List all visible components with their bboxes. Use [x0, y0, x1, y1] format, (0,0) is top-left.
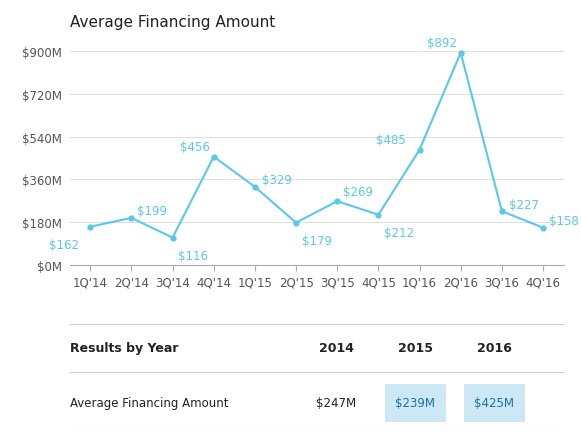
Text: $892: $892 — [426, 37, 457, 50]
Text: 2014: 2014 — [319, 341, 354, 354]
Text: $425M: $425M — [475, 396, 514, 410]
Text: 2016: 2016 — [477, 341, 512, 354]
Text: $116: $116 — [178, 250, 208, 263]
Text: $456: $456 — [180, 141, 210, 154]
Text: Average Financing Amount: Average Financing Amount — [70, 15, 275, 30]
FancyBboxPatch shape — [464, 384, 525, 422]
Text: $227: $227 — [509, 198, 539, 211]
Text: $329: $329 — [262, 174, 292, 187]
Text: $212: $212 — [384, 227, 414, 240]
Text: $179: $179 — [302, 235, 332, 247]
Text: Average Financing Amount: Average Financing Amount — [70, 396, 228, 410]
Text: 2015: 2015 — [398, 341, 433, 354]
Text: $158: $158 — [548, 215, 578, 228]
Text: Results by Year: Results by Year — [70, 341, 178, 354]
Text: $162: $162 — [49, 239, 79, 252]
Text: $247M: $247M — [316, 396, 357, 410]
Text: $485: $485 — [376, 134, 406, 147]
Text: $199: $199 — [137, 205, 167, 218]
Text: $269: $269 — [343, 186, 373, 198]
FancyBboxPatch shape — [385, 384, 446, 422]
Text: $239M: $239M — [396, 396, 435, 410]
